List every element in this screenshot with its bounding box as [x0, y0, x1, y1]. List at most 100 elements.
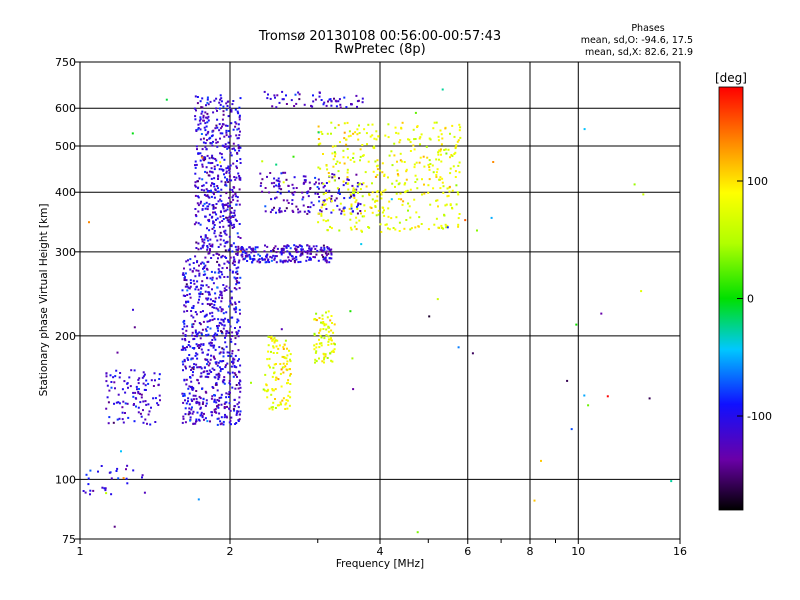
data-point	[435, 217, 438, 220]
data-point	[295, 245, 298, 248]
data-point	[184, 413, 187, 416]
data-point	[321, 133, 324, 135]
data-point	[328, 248, 331, 251]
data-point	[301, 253, 304, 256]
data-point	[190, 408, 193, 411]
data-point	[236, 321, 239, 324]
data-point	[204, 417, 207, 420]
data-point	[135, 405, 137, 408]
data-point	[237, 261, 240, 264]
data-point	[222, 218, 225, 220]
data-point	[387, 207, 390, 210]
data-point	[228, 379, 231, 382]
data-point	[223, 262, 226, 265]
data-point	[326, 246, 329, 248]
data-point	[274, 379, 277, 381]
data-point	[192, 279, 195, 282]
data-point	[289, 353, 292, 356]
data-point	[332, 349, 335, 352]
data-point	[395, 216, 398, 219]
y-tick-label: 750	[55, 56, 76, 69]
data-point	[320, 206, 323, 209]
data-point	[275, 163, 278, 166]
x-tick-label: 10	[571, 545, 585, 558]
data-point	[219, 293, 222, 296]
y-axis-label: Stationary phase Virtual Height [km]	[38, 204, 50, 397]
data-point	[371, 198, 374, 201]
data-point	[224, 232, 227, 235]
data-point	[354, 131, 357, 134]
data-point	[220, 200, 223, 203]
data-point	[191, 306, 194, 309]
data-point	[229, 338, 232, 341]
data-point	[199, 406, 202, 409]
data-point	[133, 369, 136, 372]
data-point	[238, 118, 241, 121]
data-point	[282, 397, 285, 400]
data-point	[251, 258, 254, 261]
data-point	[184, 272, 187, 275]
data-point	[223, 289, 226, 292]
data-point	[216, 326, 219, 329]
data-point	[206, 132, 209, 135]
data-point	[234, 327, 236, 329]
data-point	[222, 284, 225, 286]
y-tick-label: 500	[55, 140, 76, 153]
data-point	[420, 133, 423, 136]
data-point	[264, 373, 267, 376]
data-point	[221, 132, 224, 135]
data-point	[304, 180, 307, 183]
data-point	[273, 341, 276, 344]
data-point	[207, 364, 210, 367]
data-point	[121, 411, 124, 414]
data-point	[239, 146, 242, 149]
data-point	[201, 351, 204, 354]
data-point	[213, 410, 216, 413]
data-point	[211, 144, 214, 147]
data-point	[394, 126, 397, 129]
data-point	[349, 193, 352, 196]
data-point	[204, 129, 207, 132]
data-point	[187, 286, 190, 289]
data-point	[323, 199, 326, 202]
data-point	[413, 198, 416, 201]
data-point	[235, 203, 238, 206]
data-point	[207, 130, 210, 133]
data-point	[211, 315, 214, 318]
stats-heading: Phases	[631, 23, 664, 34]
data-point	[238, 114, 241, 117]
data-point	[268, 336, 271, 338]
data-point	[229, 269, 232, 272]
data-point	[223, 204, 226, 207]
data-point	[256, 246, 259, 249]
data-point	[183, 392, 186, 395]
data-point	[302, 182, 305, 185]
data-point	[203, 418, 205, 421]
data-point	[313, 334, 316, 336]
data-point	[202, 267, 204, 270]
data-point	[206, 276, 208, 279]
data-point	[206, 245, 209, 247]
data-point	[275, 261, 278, 264]
data-point	[303, 250, 306, 253]
data-point	[326, 168, 329, 171]
data-point	[201, 97, 204, 100]
data-point	[183, 358, 186, 361]
data-point	[314, 318, 316, 320]
data-point	[229, 164, 232, 167]
data-point	[243, 249, 246, 252]
data-point	[289, 368, 291, 371]
data-point	[227, 371, 230, 374]
data-point	[405, 178, 408, 181]
data-point	[218, 168, 221, 171]
data-point	[280, 172, 283, 175]
data-point	[439, 148, 442, 151]
data-point	[222, 110, 225, 113]
data-point	[103, 487, 106, 490]
data-point	[188, 407, 191, 410]
data-point	[209, 245, 212, 247]
data-point	[211, 204, 214, 207]
data-point	[220, 396, 223, 399]
data-point	[383, 214, 386, 217]
data-point	[281, 247, 284, 250]
